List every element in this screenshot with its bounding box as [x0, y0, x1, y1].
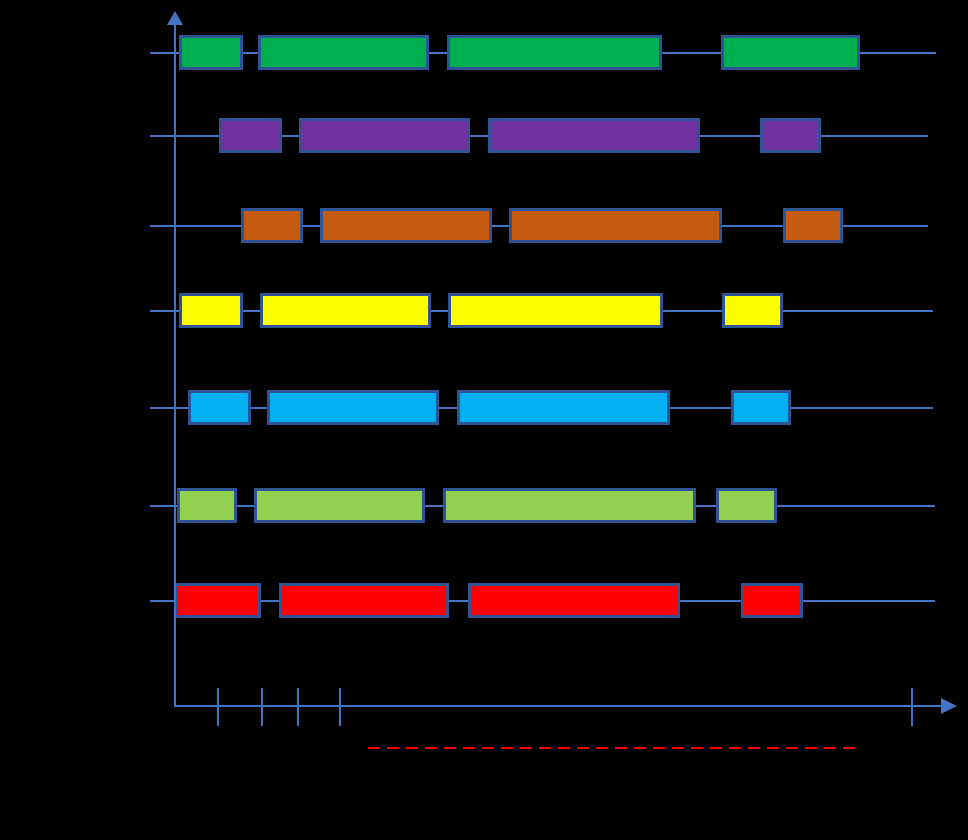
row-5-cyan-bar-3 — [457, 390, 670, 425]
row-2-purple-bar-3 — [488, 118, 700, 153]
row-4-yellow-bar-3 — [448, 293, 663, 328]
row-7-red-bar-2 — [279, 583, 449, 618]
row-3-orange-bar-1 — [241, 208, 303, 243]
row-2-purple-bar-4 — [760, 118, 821, 153]
row-7-red-bar-3 — [468, 583, 680, 618]
row-1-green-bar-3 — [447, 35, 662, 70]
row-6-lightgreen-bar-3 — [443, 488, 696, 523]
x-axis-tick-4 — [339, 688, 341, 726]
row-1-green-bar-2 — [258, 35, 429, 70]
x-axis-arrowhead — [941, 698, 957, 714]
row-5-cyan-bar-1 — [188, 390, 251, 425]
row-3-orange-bar-4 — [783, 208, 843, 243]
x-axis-tick-3 — [297, 688, 299, 726]
row-3-orange-bar-2 — [320, 208, 492, 243]
row-2-purple-bar-1 — [219, 118, 282, 153]
row-1-green-bar-1 — [179, 35, 243, 70]
y-axis-arrowhead — [167, 11, 183, 25]
row-5-cyan-bar-4 — [731, 390, 791, 425]
row-3-orange-bar-3 — [509, 208, 722, 243]
row-4-yellow-bar-1 — [179, 293, 243, 328]
row-7-red-bar-1 — [174, 583, 261, 618]
row-6-lightgreen-bar-2 — [254, 488, 425, 523]
row-6-lightgreen-bar-1 — [177, 488, 237, 523]
row-5-cyan-bar-2 — [267, 390, 439, 425]
x-axis-tick-5 — [911, 688, 913, 726]
reference-dashed-line — [368, 747, 862, 749]
x-axis-tick-1 — [217, 688, 219, 726]
row-6-lightgreen-bar-4 — [716, 488, 777, 523]
row-2-purple-bar-2 — [299, 118, 470, 153]
row-4-yellow-bar-2 — [260, 293, 431, 328]
row-7-red-bar-4 — [741, 583, 803, 618]
y-axis-line — [174, 24, 176, 707]
x-axis-tick-2 — [261, 688, 263, 726]
row-1-green-bar-4 — [721, 35, 860, 70]
x-axis-line — [174, 705, 941, 707]
row-4-yellow-bar-4 — [722, 293, 783, 328]
